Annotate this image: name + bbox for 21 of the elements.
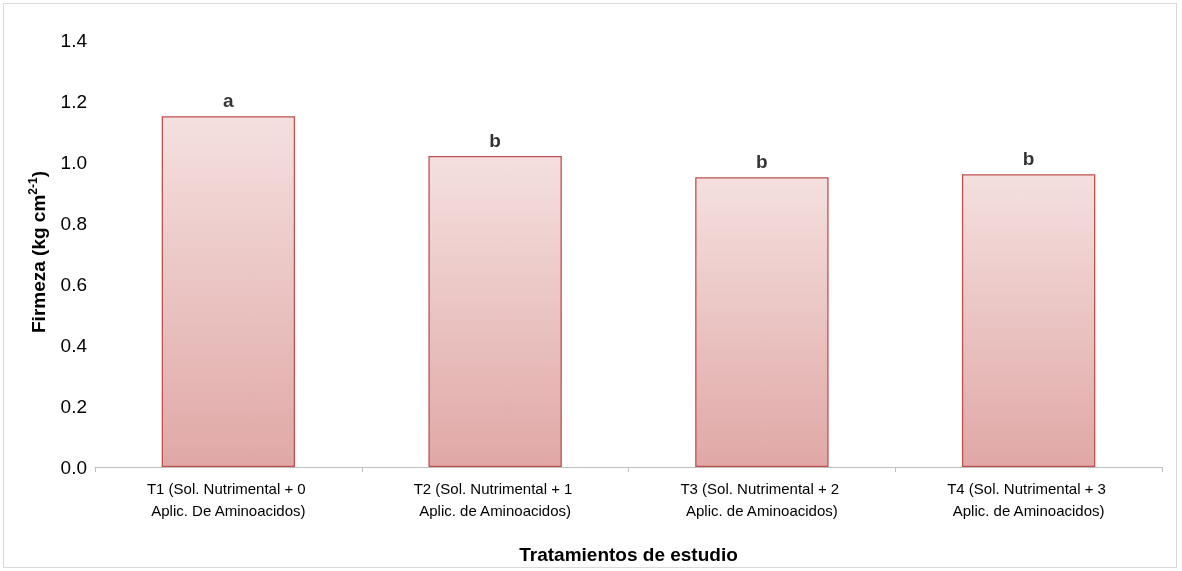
y-tick-label: 0.6 xyxy=(60,273,87,295)
y-tick-label: 0.0 xyxy=(60,456,87,478)
x-tick-label: T2 (Sol. Nutrimental + 1 Aplic. de Aminoacidos) xyxy=(413,479,577,519)
x-axis-title: Tratamientos de estudio xyxy=(519,544,738,565)
x-tick-label: T1 (Sol. Nutrimental + 0 Aplic. De Aminoacidos) xyxy=(146,479,310,519)
y-tick-label: 1.0 xyxy=(60,151,87,173)
bar xyxy=(961,174,1096,467)
y-tick-label: 1.2 xyxy=(60,90,87,112)
x-tick-label: T4 (Sol. Nutrimental + 3 Aplic. de Aminoacidos) xyxy=(947,479,1111,519)
annotation: a xyxy=(223,90,235,112)
y-tick-label: 0.4 xyxy=(60,334,88,356)
x-tick-label: T3 (Sol. Nutrimental + 2 Aplic. de Aminoacidos) xyxy=(680,479,844,519)
bar xyxy=(428,155,562,467)
annotation: b xyxy=(1022,148,1035,170)
annotation: b xyxy=(756,151,768,173)
bar xyxy=(695,177,829,467)
bar xyxy=(161,116,296,467)
y-tick-label: 0.8 xyxy=(60,212,87,234)
y-tick-label: 1.4 xyxy=(60,29,88,51)
y-tick-label: 0.2 xyxy=(60,395,87,417)
annotation: b xyxy=(489,129,501,151)
